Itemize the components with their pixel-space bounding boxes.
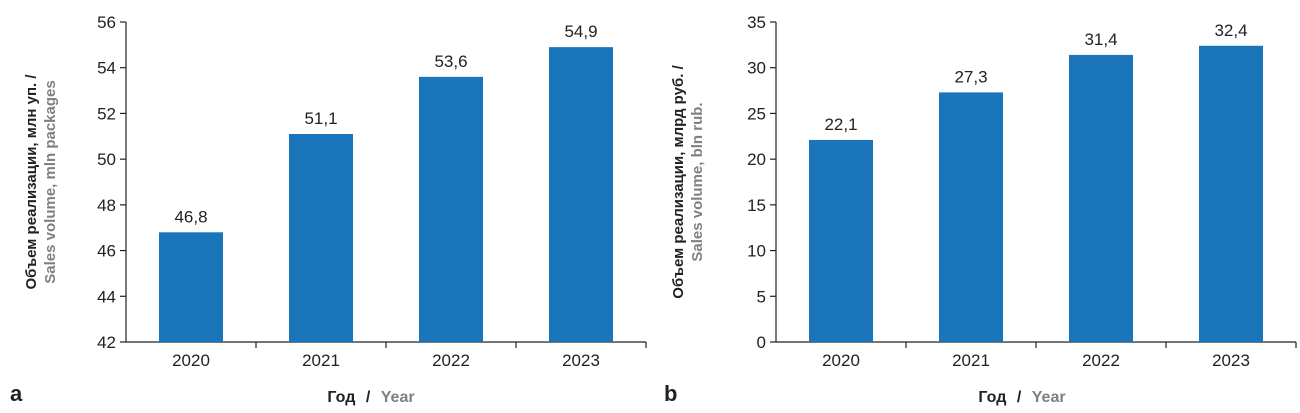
chart-b-bar-2021 bbox=[939, 92, 1003, 343]
chart-a-ytick-label: 48 bbox=[97, 196, 116, 215]
chart-a-xtick-label: 2023 bbox=[562, 351, 600, 370]
chart-b-data-label: 31,4 bbox=[1084, 30, 1117, 49]
chart-b-xtick-label: 2023 bbox=[1212, 351, 1250, 370]
chart-b-ytick-label: 20 bbox=[747, 150, 766, 169]
chart-b-panel-label: b bbox=[664, 381, 677, 406]
chart-a-data-label: 46,8 bbox=[174, 207, 207, 226]
chart-b-ylabel-ru: Объем реализации, млрд руб. / bbox=[670, 64, 687, 298]
chart-b-xlabel: Год / Year bbox=[978, 389, 1065, 406]
chart-b-bar-2023 bbox=[1199, 45, 1263, 343]
chart-a-ylabel-ru: Объем реализации, млн уп. / bbox=[23, 74, 40, 290]
chart-b-xlabel-sep: / bbox=[1017, 389, 1022, 406]
chart-b-data-label: 27,3 bbox=[954, 67, 987, 86]
chart-a-data-label: 54,9 bbox=[564, 22, 597, 41]
chart-b: Объем реализации, млрд руб. / Sales volu… bbox=[664, 64, 1066, 406]
chart-b-ytick-label: 10 bbox=[747, 242, 766, 261]
chart-a-xlabel: Год / Year bbox=[327, 389, 414, 406]
chart-a-data-label: 53,6 bbox=[434, 52, 467, 71]
chart-b-bar-2022 bbox=[1069, 54, 1133, 343]
chart-a-ytick-label: 52 bbox=[97, 104, 116, 123]
chart-a-xtick-label: 2022 bbox=[432, 351, 470, 370]
chart-b-bar-2020 bbox=[809, 139, 873, 342]
chart-b-ytick-label: 0 bbox=[757, 333, 766, 352]
chart-a-ytick-label: 44 bbox=[97, 287, 116, 306]
chart-a-ytick-label: 46 bbox=[97, 242, 116, 261]
chart-a-xtick-label: 2021 bbox=[302, 351, 340, 370]
chart-b-xtick-label: 2020 bbox=[822, 351, 860, 370]
chart-a-panel-label: a bbox=[10, 381, 23, 406]
chart-a-bar-2022 bbox=[419, 76, 483, 342]
chart-b-ylabel-en: Sales volume, bln rub. bbox=[689, 102, 706, 261]
chart-a-xtick-label: 2020 bbox=[172, 351, 210, 370]
chart-b-ytick-label: 35 bbox=[747, 13, 766, 32]
chart-b-xlabel-en: Year bbox=[1032, 389, 1066, 406]
chart-b-ytick-label: 15 bbox=[747, 196, 766, 215]
chart-b-data-label: 22,1 bbox=[824, 115, 857, 134]
chart-b-data-label: 32,4 bbox=[1214, 21, 1247, 40]
chart-a-xlabel-en: Year bbox=[381, 389, 415, 406]
chart-b-xlabel-ru: Год bbox=[978, 389, 1006, 406]
chart-a-xlabel-sep: / bbox=[366, 389, 371, 406]
chart-b-xtick-label: 2021 bbox=[952, 351, 990, 370]
chart-a-bar-2023 bbox=[549, 47, 613, 343]
chart-a-ytick-label: 56 bbox=[97, 13, 116, 32]
chart-b-ytick-label: 5 bbox=[757, 287, 766, 306]
chart-b-ytick-label: 30 bbox=[747, 59, 766, 78]
chart-b-plot: 0 5 10 15 20 25 30 35 2020 22,1 2021 27,3 2022 31,4 20… bbox=[747, 13, 1297, 370]
chart-b-xtick-label: 2022 bbox=[1082, 351, 1120, 370]
chart-a: Объем реализации, млн уп. / Sales volume… bbox=[10, 74, 415, 406]
chart-a-ylabel-en: Sales volume, mln packages bbox=[42, 80, 59, 283]
chart-a-ytick-label: 42 bbox=[97, 333, 116, 352]
chart-a-bar-2021 bbox=[289, 134, 353, 342]
chart-a-data-label: 51,1 bbox=[304, 109, 337, 128]
chart-b-ytick-label: 25 bbox=[747, 104, 766, 123]
chart-a-xlabel-ru: Год bbox=[327, 389, 355, 406]
chart-a-ytick-label: 50 bbox=[97, 150, 116, 169]
chart-a-bar-2020 bbox=[159, 232, 223, 342]
chart-a-plot: 42 44 46 48 50 52 54 56 2020 46,8 2021 51,1 2022 53,6… bbox=[97, 13, 647, 370]
chart-a-ytick-label: 54 bbox=[97, 59, 116, 78]
